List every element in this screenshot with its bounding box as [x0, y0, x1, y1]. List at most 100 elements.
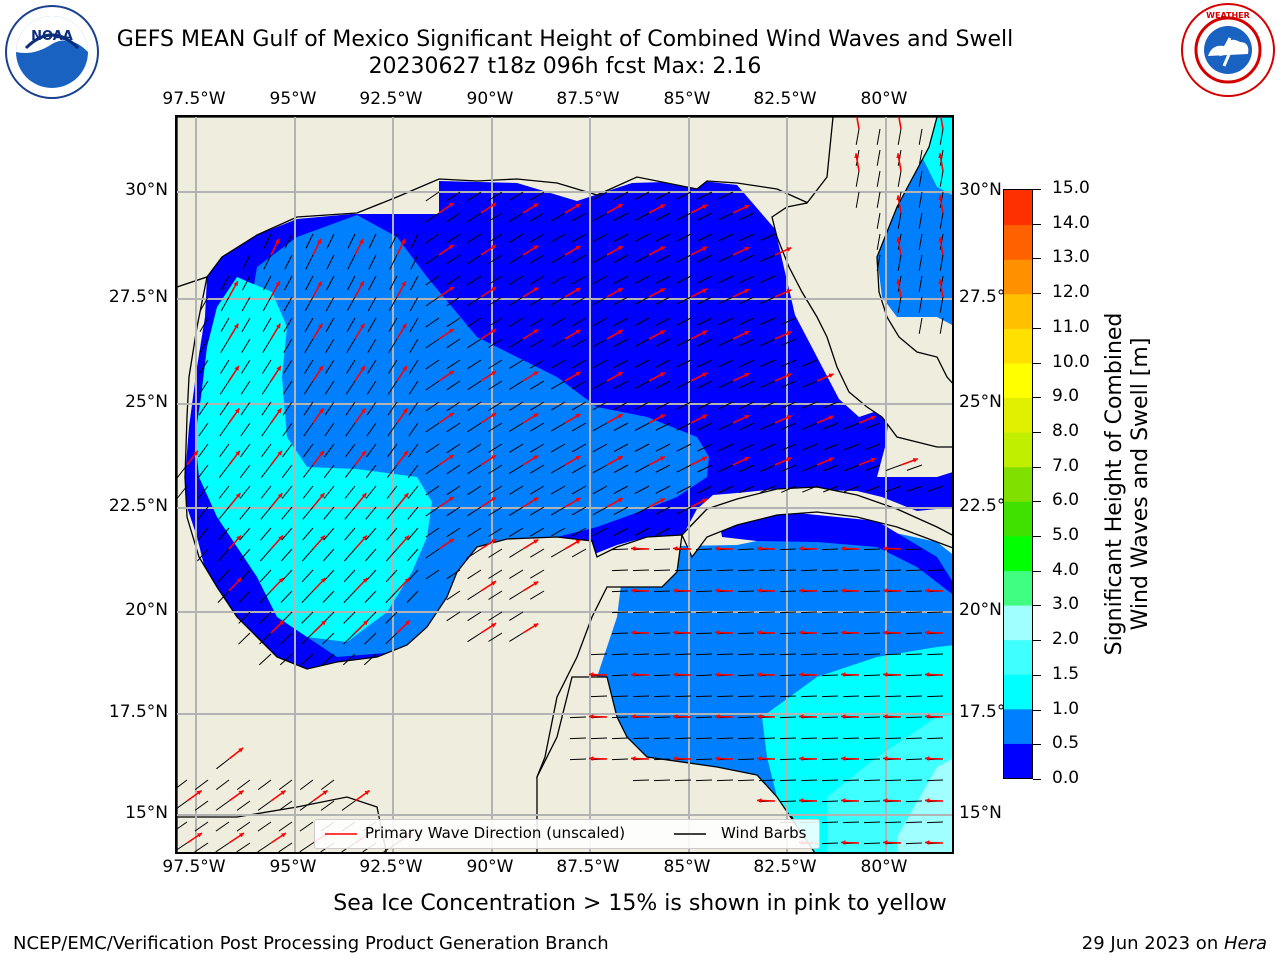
wind-barb: [739, 380, 755, 389]
wind-barb: [325, 296, 335, 312]
wave-arrow-head: [883, 798, 888, 803]
wind-barb: [716, 695, 734, 698]
wind-barb: [653, 737, 671, 740]
wind-barb: [410, 233, 419, 249]
wind-barb: [676, 233, 692, 242]
wind-barb: [446, 317, 461, 328]
wind-barb: [302, 548, 314, 562]
wave-arrow-head: [235, 493, 241, 498]
wind-barb: [197, 485, 209, 499]
wind-barb: [509, 485, 524, 495]
wind-barb: [843, 485, 860, 493]
wind-barb: [697, 401, 713, 410]
wind-barb: [697, 212, 713, 221]
wind-barb: [323, 506, 335, 520]
wind-barb: [425, 359, 440, 370]
wind-barb: [863, 779, 881, 782]
wind-barb: [305, 233, 314, 249]
wave-arrow-head: [617, 330, 623, 335]
wind-barb: [467, 359, 482, 370]
wind-barb: [884, 569, 902, 572]
wind-barb: [389, 254, 398, 270]
wind-barb: [655, 275, 671, 284]
colorbar-swatch: [1004, 190, 1032, 226]
wind-barb: [242, 275, 251, 291]
wind-barb: [697, 359, 713, 368]
wind-barb: [239, 485, 251, 499]
wind-barb: [779, 548, 797, 551]
lon-tick-label: 80°W: [860, 857, 908, 877]
wind-barb: [467, 485, 482, 496]
wind-barb: [613, 233, 629, 243]
chart-subtitle: 20230627 t18z 096h fcst Max: 2.16: [368, 54, 762, 79]
wind-barb: [779, 779, 797, 782]
colorbar-tick-mark: [1033, 431, 1041, 433]
wave-arrow-head: [533, 413, 539, 418]
wind-barb: [344, 506, 356, 520]
wind-barb: [305, 275, 314, 291]
wind-barb: [488, 401, 503, 411]
wind-barb: [842, 653, 860, 656]
wind-barb: [571, 380, 587, 390]
wave-arrow-head: [715, 546, 720, 551]
wave-arrow-head: [319, 493, 325, 498]
wind-barb: [864, 464, 881, 472]
wind-barb: [363, 653, 377, 666]
wind-barb: [550, 380, 566, 390]
wind-barb: [758, 695, 776, 698]
lat-tick-label: 15°N: [959, 803, 1002, 823]
colorbar-swatch: [1004, 328, 1032, 364]
wind-barb: [218, 548, 230, 562]
wind-barb: [634, 485, 650, 494]
wind-barb: [863, 758, 881, 761]
wind-barb: [653, 632, 671, 635]
wind-barb: [842, 779, 860, 782]
wind-barb: [260, 485, 272, 499]
wind-barb: [509, 401, 524, 411]
wind-barb: [592, 254, 608, 264]
wind-barb: [779, 674, 797, 677]
wind-barb-legend-icon: [674, 833, 706, 835]
wind-barb: [385, 632, 398, 645]
wind-barb: [301, 569, 314, 583]
wind-barb: [262, 317, 272, 333]
wind-barb: [488, 527, 503, 537]
wind-barb: [884, 653, 902, 656]
wind-barb: [345, 443, 356, 458]
wave-arrow-head: [235, 450, 240, 456]
wind-barb: [530, 233, 545, 243]
wind-barb: [864, 485, 881, 493]
wind-barb: [885, 464, 902, 471]
wave-arrow-head: [533, 329, 539, 334]
wave-arrow-head: [364, 790, 370, 795]
wind-barb: [257, 800, 272, 811]
wave-arrow-head: [403, 450, 408, 456]
wind-barb: [236, 800, 251, 811]
wind-barb: [779, 611, 797, 614]
wind-barb: [279, 653, 293, 666]
wave-arrow-head: [491, 245, 497, 250]
wind-barb: [634, 506, 650, 515]
wave-arrow-head: [702, 204, 708, 210]
wind-barb: [281, 548, 293, 562]
wind-barb: [530, 317, 545, 327]
wind-barb: [302, 506, 314, 520]
colorbar-tick-mark: [1033, 605, 1041, 607]
wind-barb: [260, 527, 272, 541]
wind-barb: [488, 569, 503, 579]
wind-barb: [695, 695, 713, 698]
wave-arrow-head: [757, 756, 762, 761]
wind-barb: [905, 569, 923, 572]
wave-arrow-head: [883, 672, 888, 677]
wind-barb: [695, 758, 713, 761]
wave-arrow-head: [361, 450, 366, 456]
wind-barb: [592, 527, 608, 537]
wind-barb: [760, 401, 776, 409]
wind-barb: [366, 422, 377, 437]
wave-arrow-head: [631, 630, 636, 635]
wind-barb: [905, 758, 923, 761]
wave-arrow-head: [533, 371, 539, 376]
wind-barb: [821, 548, 839, 551]
wind-barb: [343, 632, 356, 645]
wind-barb: [367, 338, 377, 353]
